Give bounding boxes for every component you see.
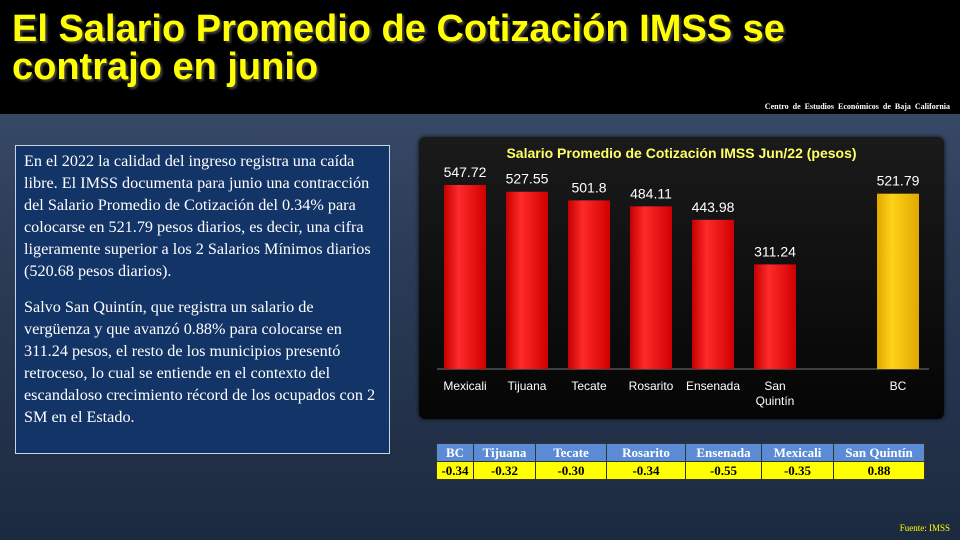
value-label: 311.24 — [754, 243, 796, 259]
footer-source: Fuente: IMSS — [899, 523, 950, 533]
table-value-cell: -0.55 — [685, 461, 762, 480]
commentary-paragraph-1: En el 2022 la calidad del ingreso regist… — [24, 152, 371, 280]
source-organization: Centro de Estudios Económicos de Baja Ca… — [764, 102, 950, 111]
category-label: Tijuana — [508, 379, 547, 393]
table-header-cell: Rosarito — [606, 443, 686, 462]
value-label: 527.55 — [506, 171, 549, 187]
bar-tijuana — [506, 191, 548, 369]
category-label: Tecate — [571, 379, 607, 393]
table-header-cell: Ensenada — [685, 443, 762, 462]
table-header-cell: Mexicali — [761, 443, 834, 462]
category-label: Ensenada — [686, 379, 740, 393]
table-header-row: BC Tijuana Tecate Rosarito Ensenada Mexi… — [436, 443, 925, 462]
page-title: El Salario Promedio de Cotización IMSS s… — [12, 8, 785, 88]
change-table: BC Tijuana Tecate Rosarito Ensenada Mexi… — [436, 443, 925, 480]
value-label: 443.98 — [692, 199, 735, 215]
bar-bc — [877, 193, 919, 369]
table-header-cell: BC — [436, 443, 474, 462]
value-label: 484.11 — [630, 185, 672, 201]
header-bar: El Salario Promedio de Cotización IMSS s… — [0, 0, 960, 114]
chart-title: Salario Promedio de Cotización IMSS Jun/… — [506, 145, 857, 161]
bar-san-quintín — [754, 264, 796, 369]
chart-panel: Salario Promedio de Cotización IMSS Jun/… — [419, 137, 944, 419]
category-label: San Quintín — [756, 379, 795, 408]
commentary-paragraph-2: Salvo San Quintín, que registra un salar… — [24, 298, 376, 426]
table-value-cell: -0.32 — [473, 461, 536, 480]
table-value-cell: -0.34 — [436, 461, 474, 480]
category-label: Mexicali — [443, 379, 486, 393]
table-header-cell: Tijuana — [473, 443, 536, 462]
bar-mexicali — [444, 184, 486, 369]
value-label: 547.72 — [444, 164, 487, 180]
table-value-cell: 0.88 — [833, 461, 925, 480]
bar-rosarito — [630, 206, 672, 369]
value-label: 521.79 — [877, 173, 920, 189]
table-value-cell: -0.35 — [761, 461, 834, 480]
table-header-cell: Tecate — [535, 443, 607, 462]
table-value-cell: -0.34 — [606, 461, 686, 480]
bar-ensenada — [692, 219, 734, 369]
table-value-cell: -0.30 — [535, 461, 607, 480]
category-label: Rosarito — [629, 379, 674, 393]
value-label: 501.8 — [571, 179, 606, 195]
bar-tecate — [568, 200, 610, 369]
commentary-box: En el 2022 la calidad del ingreso regist… — [15, 145, 390, 454]
table-header-cell: San Quintín — [833, 443, 925, 462]
category-label: BC — [890, 379, 907, 393]
bar-chart: 547.72 Mexicali 527.55 Tijuana 501.8 Tecate 48… — [437, 164, 929, 408]
table-value-row: -0.34 -0.32 -0.30 -0.34 -0.55 -0.35 0.88 — [436, 461, 925, 480]
